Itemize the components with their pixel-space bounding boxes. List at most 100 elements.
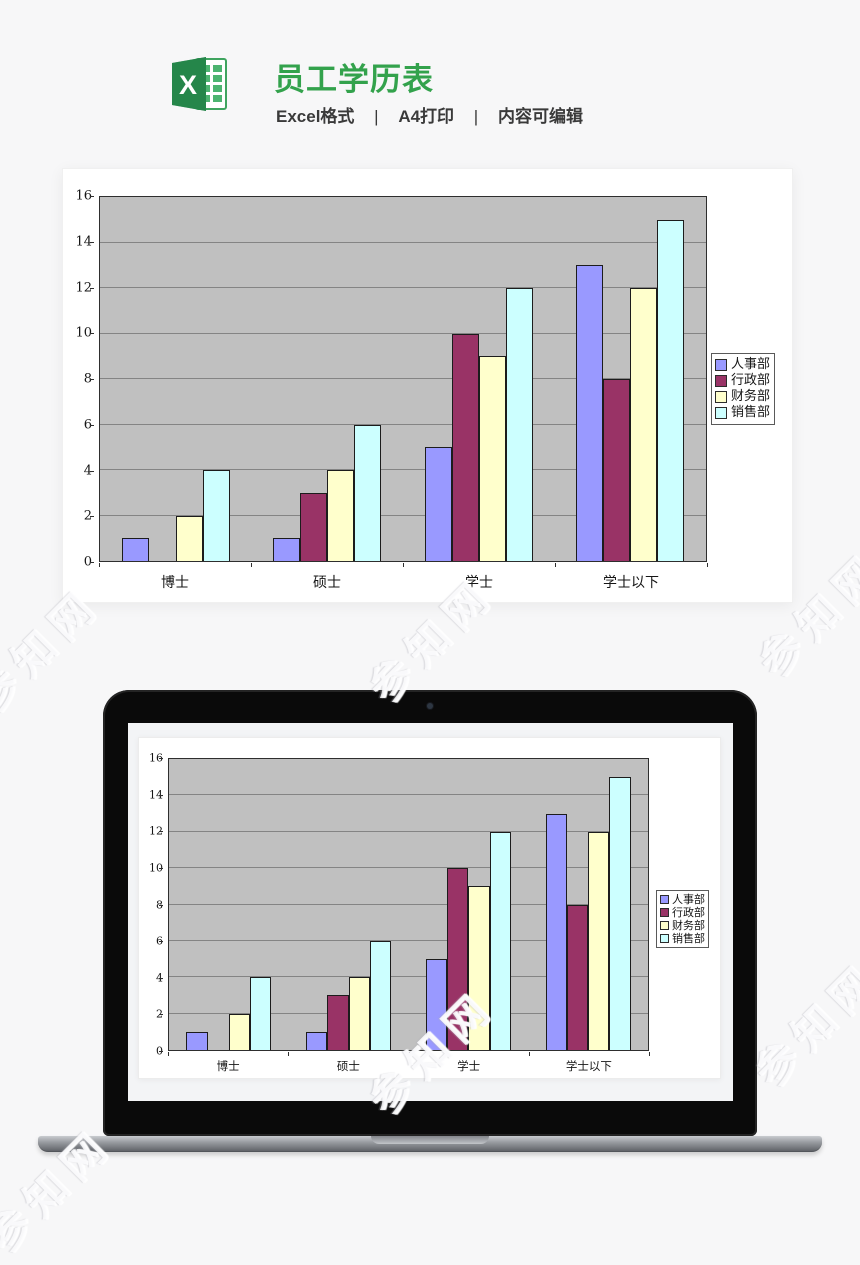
x-axis-tick <box>288 1052 290 1056</box>
y-axis-tick <box>90 241 94 243</box>
legend-swatch-icon <box>660 921 669 930</box>
bar-销售部-学士 <box>489 831 511 1050</box>
legend-swatch-icon <box>715 391 727 403</box>
laptop-base-notch <box>371 1136 489 1144</box>
y-axis-tick <box>90 196 94 197</box>
x-axis-category-label: 博士 <box>216 1059 240 1073</box>
y-axis-tick-label: 4 <box>83 463 92 478</box>
bar-人事部-博士 <box>121 538 149 561</box>
y-axis-tick <box>159 1051 163 1052</box>
y-axis-tick-label: 14 <box>75 234 92 250</box>
x-axis-category-label: 硕士 <box>313 575 341 591</box>
legend-label: 销售部 <box>672 932 705 945</box>
y-axis-tick <box>159 977 163 979</box>
gridline <box>100 469 706 470</box>
legend-item-财务部: 财务部 <box>660 919 705 932</box>
y-axis-tick-label: 6 <box>83 417 92 433</box>
category-group <box>409 759 529 1050</box>
gridline <box>169 867 648 869</box>
y-axis-tick <box>159 758 163 759</box>
bar-销售部-硕士 <box>354 424 382 561</box>
y-axis-tick <box>90 470 94 472</box>
legend-swatch-icon <box>660 908 669 917</box>
bar-行政部-学士 <box>447 868 469 1050</box>
y-axis-tick-label: 14 <box>149 788 163 802</box>
x-axis-tick <box>707 563 708 567</box>
gridline <box>100 423 706 425</box>
legend-item-人事部: 人事部 <box>715 357 770 373</box>
subtitle-separator: | <box>473 107 479 126</box>
y-axis-tick <box>159 831 163 833</box>
bar-人事部-硕士 <box>273 538 301 561</box>
bar-财务部-博士 <box>175 515 203 561</box>
category-group <box>100 197 252 561</box>
y-axis-tick <box>159 867 163 869</box>
y-axis-tick <box>90 424 94 426</box>
x-axis-tick <box>649 1052 650 1056</box>
bar-销售部-学士以下 <box>657 219 685 561</box>
y-axis-tick <box>90 379 94 380</box>
page-title: 员工学历表 <box>274 62 434 97</box>
x-axis-tick <box>555 563 556 567</box>
bar-人事部-学士以下 <box>545 813 567 1050</box>
legend-swatch-icon <box>715 375 727 387</box>
y-axis-tick-label: 0 <box>83 554 92 570</box>
page-subtitle: Excel格式 | A4打印 | 内容可编辑 <box>276 102 583 127</box>
y-axis-tick <box>90 562 94 563</box>
y-axis-tick <box>90 287 94 289</box>
camera-dot-icon <box>427 703 433 709</box>
y-axis-tick-label: 10 <box>75 325 92 341</box>
subtitle-format: Excel格式 <box>276 107 355 126</box>
y-axis-tick-label: 12 <box>75 280 92 295</box>
bar-财务部-学士 <box>478 356 506 561</box>
gridline <box>169 1012 648 1014</box>
bar-财务部-博士 <box>228 1013 251 1050</box>
y-axis-tick <box>159 1014 163 1016</box>
gridline <box>169 976 648 978</box>
bar-行政部-硕士 <box>300 492 328 561</box>
legend-swatch-icon <box>715 407 727 419</box>
bar-销售部-学士以下 <box>609 777 631 1050</box>
subtitle-separator: | <box>374 107 379 126</box>
chart-preview-card: 0 2 4 6 8 10 12 14 16 博士 硕士 学士 学士以下 人事部 行政部 财务部 销售部 <box>62 168 793 603</box>
category-group <box>169 759 289 1050</box>
x-axis-category-label: 学士以下 <box>603 575 659 591</box>
gridline <box>169 830 648 832</box>
subtitle-editable: 内容可编辑 <box>497 107 583 126</box>
gridline <box>169 794 648 796</box>
x-axis-category-label: 学士以下 <box>565 1059 612 1073</box>
gridline <box>100 287 706 288</box>
legend-swatch-icon <box>715 359 727 371</box>
y-axis-tick-label: 10 <box>149 861 163 875</box>
legend-label: 行政部 <box>731 373 771 388</box>
legend-item-销售部: 销售部 <box>660 932 705 945</box>
bar-行政部-学士以下 <box>566 904 589 1050</box>
bar-人事部-硕士 <box>306 1031 328 1050</box>
category-group <box>528 759 648 1050</box>
y-axis-tick <box>159 794 163 796</box>
bar-销售部-博士 <box>250 977 272 1050</box>
x-axis-category-label: 学士 <box>465 575 493 591</box>
category-group <box>252 197 404 561</box>
bar-行政部-硕士 <box>327 995 349 1050</box>
legend-label: 人事部 <box>731 357 771 372</box>
bar-财务部-学士以下 <box>630 288 658 561</box>
laptop-base <box>38 1136 822 1152</box>
bar-人事部-学士 <box>425 959 448 1050</box>
y-axis-tick-label: 8 <box>83 371 92 387</box>
watermark: 参知网 <box>746 952 860 1097</box>
legend: 人事部 行政部 财务部 销售部 <box>711 353 776 425</box>
bar-财务部-硕士 <box>348 977 370 1050</box>
bar-人事部-学士以下 <box>576 265 604 561</box>
excel-logo-icon: X <box>168 52 232 116</box>
legend-item-销售部: 销售部 <box>715 405 770 421</box>
y-axis-tick <box>90 333 94 335</box>
category-group <box>555 197 707 561</box>
legend: 人事部 行政部 财务部 销售部 <box>656 890 709 948</box>
legend-swatch-icon <box>660 934 669 943</box>
bar-财务部-学士以下 <box>588 831 610 1050</box>
plot-area <box>168 758 649 1051</box>
